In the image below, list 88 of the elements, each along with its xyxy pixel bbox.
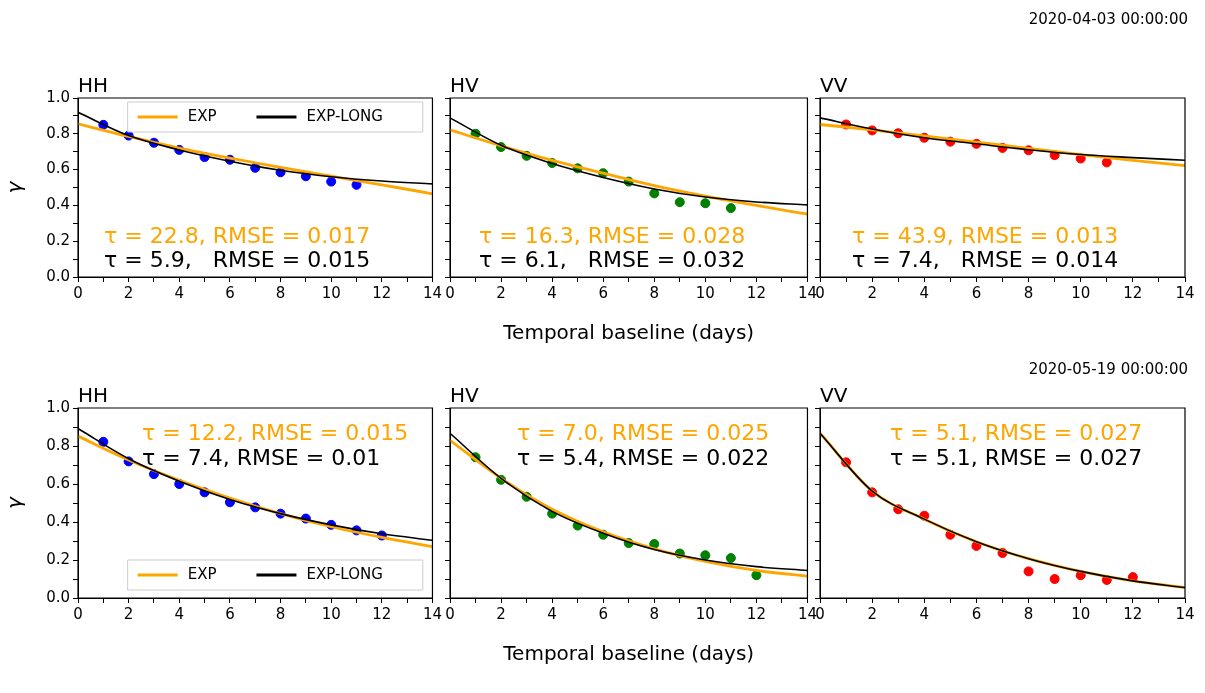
x-tick-label: 4 [919, 283, 930, 302]
x-tick-label: 10 [1071, 604, 1091, 623]
x-tick-label: 6 [598, 604, 608, 623]
text: 2020-04-03 00:00:00 [1028, 10, 1188, 28]
y-tick-label: 1.0 [46, 397, 70, 416]
legend-label: EXP [187, 106, 217, 125]
annotation: τ = 5.4, RMSE = 0.022 [517, 445, 770, 470]
x-tick-label: 8 [1023, 283, 1034, 302]
chart-title: VV [820, 73, 848, 97]
x-tick-label: 4 [547, 604, 557, 623]
y-tick-label: 1.0 [46, 87, 70, 106]
chart-title: HH [78, 73, 109, 97]
x-tick-label: 8 [649, 283, 660, 302]
x-tick-label: 12 [372, 283, 392, 302]
x-tick-label: 12 [746, 604, 766, 623]
annotation: τ = 5.1, RMSE = 0.027 [890, 445, 1143, 470]
text: 2020-05-19 00:00:00 [1028, 360, 1188, 378]
x-axis-title: Temporal baseline (days) [502, 641, 755, 666]
x-tick-label: 8 [1023, 604, 1034, 623]
x-tick-label: 14 [797, 604, 817, 623]
legend-label: EXP-LONG [306, 106, 383, 125]
x-tick-label: 2 [496, 604, 506, 623]
x-tick-label: 10 [695, 604, 715, 623]
x-tick-label: 10 [1071, 283, 1091, 302]
y-tick-label: 0.0 [46, 587, 70, 606]
chart-title: HV [450, 73, 480, 97]
y-tick-label: 0.6 [46, 473, 70, 492]
chart-title: HH [78, 383, 109, 407]
y-axis-title: γ [2, 180, 27, 194]
x-tick-label: 14 [797, 283, 817, 302]
x-tick-label: 2 [123, 604, 134, 623]
x-tick-label: 6 [598, 283, 608, 302]
x-tick-label: 12 [746, 283, 766, 302]
x-tick-label: 2 [867, 283, 877, 302]
x-tick-label: 0 [815, 283, 825, 302]
x-tick-label: 12 [1123, 283, 1143, 302]
x-tick-label: 10 [321, 604, 341, 623]
x-tick-label: 14 [422, 604, 442, 623]
y-tick-label: 0.0 [46, 266, 70, 285]
x-tick-label: 12 [1123, 604, 1143, 623]
annotation: τ = 5.1, RMSE = 0.027 [890, 420, 1143, 445]
x-tick-label: 6 [971, 283, 982, 302]
y-tick-label: 0.6 [46, 159, 70, 178]
x-tick-label: 0 [445, 604, 455, 623]
y-tick-label: 0.4 [46, 195, 70, 214]
x-tick-label: 14 [1175, 604, 1195, 623]
x-axis-title: Temporal baseline (days) [502, 320, 755, 345]
x-tick-label: 2 [123, 283, 134, 302]
annotation: τ = 7.4, RMSE = 0.01 [142, 445, 381, 470]
y-tick-label: 0.2 [46, 549, 70, 568]
x-tick-label: 10 [695, 283, 715, 302]
annotation: τ = 12.2, RMSE = 0.015 [142, 420, 409, 445]
x-tick-label: 4 [919, 604, 930, 623]
x-tick-label: 0 [445, 283, 455, 302]
y-tick-label: 0.8 [46, 123, 70, 142]
chart-title: HV [450, 383, 480, 407]
annotation: τ = 16.3, RMSE = 0.028 [479, 223, 746, 248]
x-tick-label: 0 [815, 604, 825, 623]
y-tick-label: 0.2 [46, 231, 70, 250]
annotation: τ = 7.0, RMSE = 0.025 [517, 420, 770, 445]
annotation: τ = 22.8, RMSE = 0.017 [104, 223, 371, 248]
x-tick-label: 8 [275, 283, 286, 302]
x-tick-label: 10 [321, 283, 341, 302]
legend-label: EXP [187, 564, 217, 583]
x-tick-label: 4 [174, 283, 185, 302]
y-axis-title: γ [2, 495, 27, 509]
x-tick-label: 2 [867, 604, 877, 623]
y-tick-label: 0.4 [46, 511, 70, 530]
x-tick-label: 2 [496, 283, 506, 302]
annotation: τ = 6.1, RMSE = 0.032 [479, 247, 746, 272]
x-tick-label: 0 [73, 604, 83, 623]
x-tick-label: 6 [225, 283, 235, 302]
legend-label: EXP-LONG [306, 564, 383, 583]
x-tick-label: 14 [422, 283, 442, 302]
x-tick-label: 8 [649, 604, 660, 623]
x-tick-label: 0 [73, 283, 83, 302]
annotation: τ = 5.9, RMSE = 0.015 [104, 247, 371, 272]
x-tick-label: 4 [547, 283, 557, 302]
x-tick-label: 6 [971, 604, 982, 623]
annotation: τ = 43.9, RMSE = 0.013 [852, 223, 1119, 248]
x-tick-label: 14 [1175, 283, 1195, 302]
x-tick-label: 6 [225, 604, 235, 623]
chart-title: VV [820, 383, 848, 407]
x-tick-label: 4 [174, 604, 185, 623]
x-tick-label: 8 [275, 604, 286, 623]
annotation: τ = 7.4, RMSE = 0.014 [852, 247, 1119, 272]
y-tick-label: 0.8 [46, 435, 70, 454]
x-tick-label: 12 [372, 604, 392, 623]
